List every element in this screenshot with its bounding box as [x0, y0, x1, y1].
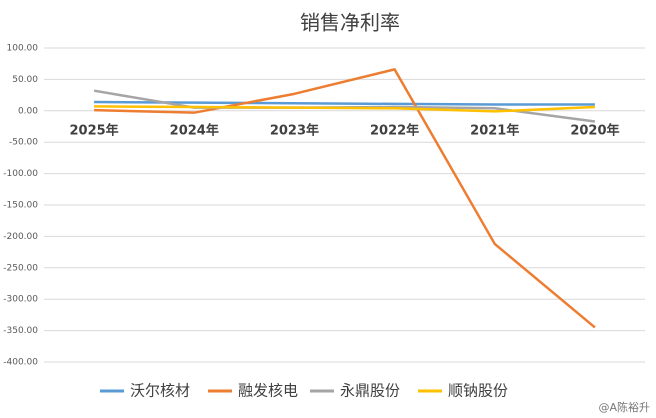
x-tick-label: 2024年 [170, 122, 219, 138]
series-line [94, 105, 595, 113]
x-tick-label: 2023年 [270, 122, 319, 138]
y-tick-label: -100.00 [3, 169, 38, 179]
legend-label: 永鼎股份 [340, 382, 400, 400]
series-line [94, 68, 596, 329]
chart-title: 销售净利率 [300, 11, 400, 35]
series-line [94, 100, 595, 106]
y-tick-label: 0.00 [18, 106, 38, 116]
legend-label: 融发核电 [238, 382, 298, 400]
legend-label: 沃尔核材 [130, 382, 190, 400]
y-tick-label: -250.00 [3, 263, 38, 273]
watermark: @A陈裕升 [598, 400, 650, 414]
legend-label: 顺钠股份 [448, 382, 508, 400]
y-tick-label: -200.00 [3, 232, 38, 242]
y-tick-label: -150.00 [3, 201, 38, 211]
x-tick-label: 2021年 [470, 122, 519, 138]
y-tick-label: 50.00 [12, 75, 38, 85]
y-tick-label: 100.00 [7, 44, 39, 54]
y-tick-label: -400.00 [3, 358, 38, 368]
x-tick-label: 2020年 [570, 122, 619, 138]
x-tick-label: 2022年 [370, 122, 419, 138]
y-tick-label: -300.00 [3, 295, 38, 305]
y-tick-label: -50.00 [9, 138, 38, 148]
x-tick-label: 2025年 [69, 122, 118, 138]
y-tick-label: -350.00 [3, 326, 38, 336]
